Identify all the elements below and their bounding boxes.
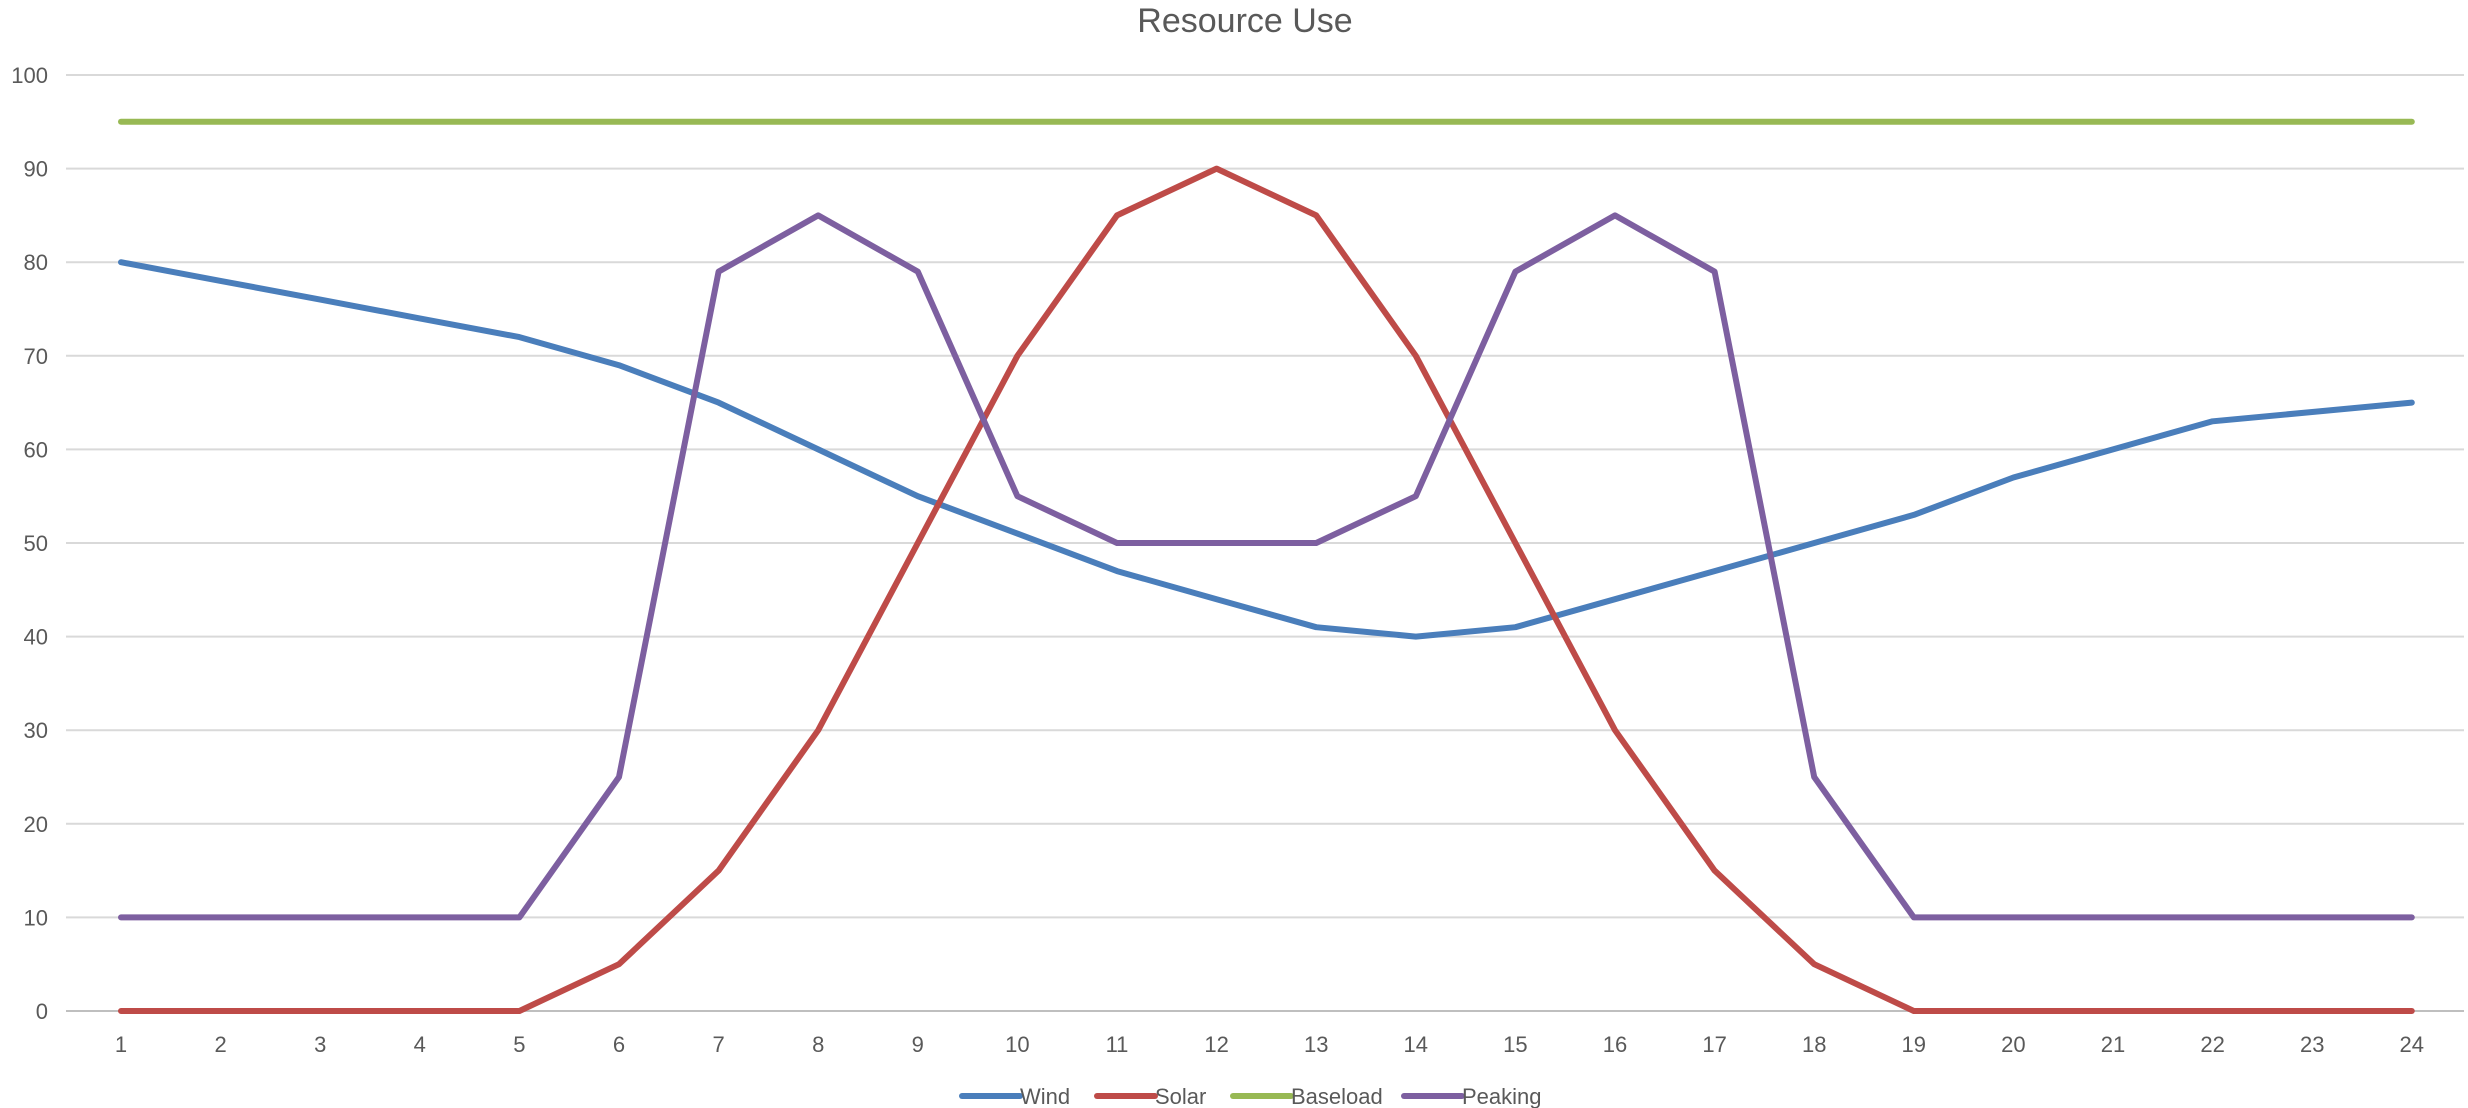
x-tick-label: 9	[912, 1032, 924, 1057]
y-tick-label: 50	[24, 531, 48, 556]
chart-title: Resource Use	[1137, 2, 1352, 40]
legend-label: Wind	[1020, 1084, 1070, 1108]
x-tick-label: 17	[1702, 1032, 1726, 1057]
x-tick-label: 6	[613, 1032, 625, 1057]
y-tick-label: 60	[24, 437, 48, 462]
y-tick-label: 30	[24, 718, 48, 743]
series-line-wind	[118, 259, 2415, 640]
x-tick-label: 14	[1404, 1032, 1428, 1057]
legend-label: Peaking	[1462, 1084, 1542, 1108]
y-tick-label: 90	[24, 157, 48, 182]
y-tick-label: 10	[24, 905, 48, 930]
x-tick-label: 24	[2400, 1032, 2424, 1057]
legend-item-wind: Wind	[959, 1084, 1070, 1108]
x-tick-label: 16	[1603, 1032, 1627, 1057]
x-tick-label: 8	[812, 1032, 824, 1057]
x-tick-label: 10	[1005, 1032, 1029, 1057]
series-lines	[118, 118, 2415, 1014]
y-tick-label: 40	[24, 625, 48, 650]
y-tick-label: 70	[24, 344, 48, 369]
x-tick-label: 20	[2001, 1032, 2025, 1057]
x-tick-label: 4	[414, 1032, 426, 1057]
legend-label: Baseload	[1291, 1084, 1383, 1108]
x-tick-label: 22	[2200, 1032, 2224, 1057]
legend: Wind Solar Baseload Peaking	[959, 1084, 1542, 1108]
x-tick-label: 18	[1802, 1032, 1826, 1057]
y-tick-label: 20	[24, 812, 48, 837]
legend-item-baseload: Baseload	[1230, 1084, 1383, 1108]
x-axis-tick-labels: 1 2 3 4 5 6 7 8 9 10 11 12 13 14 15 16 17 18 19 20 21 22 23 24	[115, 1032, 2424, 1057]
x-tick-label: 1	[115, 1032, 127, 1057]
series-line-peaking	[118, 212, 2415, 921]
series-line-solar	[118, 165, 2415, 1014]
legend-item-peaking: Peaking	[1401, 1084, 1542, 1108]
y-tick-label: 100	[11, 63, 48, 88]
x-tick-label: 15	[1503, 1032, 1527, 1057]
x-tick-label: 11	[1106, 1032, 1129, 1057]
x-tick-label: 12	[1204, 1032, 1228, 1057]
x-tick-label: 3	[314, 1032, 326, 1057]
legend-label: Solar	[1155, 1084, 1206, 1108]
y-tick-label: 0	[36, 999, 48, 1024]
x-tick-label: 21	[2101, 1032, 2125, 1057]
legend-item-solar: Solar	[1094, 1084, 1206, 1108]
x-tick-label: 19	[1902, 1032, 1926, 1057]
x-tick-label: 23	[2300, 1032, 2324, 1057]
x-tick-label: 13	[1304, 1032, 1328, 1057]
y-tick-label: 80	[24, 250, 48, 275]
x-tick-label: 7	[712, 1032, 724, 1057]
x-tick-label: 5	[513, 1032, 525, 1057]
x-tick-label: 2	[214, 1032, 226, 1057]
y-axis-tick-labels: 0 10 20 30 40 50 60 70 80 90 100	[11, 63, 48, 1024]
